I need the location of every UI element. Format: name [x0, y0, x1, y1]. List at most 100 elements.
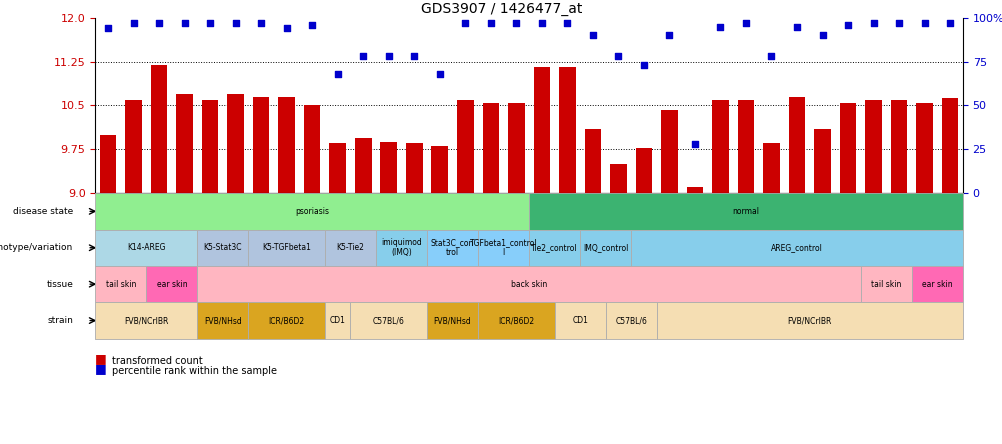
- Text: genotype/variation: genotype/variation: [0, 243, 73, 252]
- Point: [559, 20, 575, 27]
- Point: [227, 20, 243, 27]
- Point: [814, 32, 830, 39]
- Point: [151, 20, 167, 27]
- Bar: [865, 99, 881, 193]
- Point: [406, 53, 422, 60]
- Point: [941, 20, 957, 27]
- Text: back skin: back skin: [510, 280, 547, 289]
- Point: [789, 23, 805, 30]
- Point: [508, 20, 524, 27]
- Point: [482, 20, 498, 27]
- Text: imiquimod
(IMQ): imiquimod (IMQ): [381, 238, 422, 258]
- Bar: [253, 97, 270, 193]
- Text: FVB/NCrIBR: FVB/NCrIBR: [787, 316, 831, 325]
- Point: [763, 53, 779, 60]
- Point: [176, 20, 192, 27]
- Bar: [609, 164, 626, 193]
- Bar: [533, 67, 549, 193]
- Bar: [150, 64, 167, 193]
- Point: [125, 20, 141, 27]
- Text: CD1: CD1: [571, 316, 587, 325]
- Bar: [941, 99, 958, 193]
- Point: [330, 70, 346, 77]
- Point: [840, 21, 856, 28]
- Bar: [176, 94, 192, 193]
- Bar: [788, 97, 805, 193]
- Bar: [711, 99, 728, 193]
- Text: GDS3907 / 1426477_at: GDS3907 / 1426477_at: [421, 2, 581, 16]
- Bar: [584, 129, 600, 193]
- Text: ICR/B6D2: ICR/B6D2: [269, 316, 305, 325]
- Text: percentile rank within the sample: percentile rank within the sample: [112, 366, 278, 376]
- Text: K14-AREG: K14-AREG: [127, 243, 165, 252]
- Text: strain: strain: [47, 316, 73, 325]
- Bar: [558, 67, 575, 193]
- Point: [686, 140, 702, 147]
- Point: [610, 53, 626, 60]
- Bar: [99, 135, 116, 193]
- Point: [431, 70, 447, 77]
- Bar: [508, 103, 524, 193]
- Bar: [635, 147, 651, 193]
- Text: C57BL/6: C57BL/6: [373, 316, 404, 325]
- Bar: [201, 99, 218, 193]
- Bar: [380, 142, 397, 193]
- Text: tail skin: tail skin: [871, 280, 901, 289]
- Text: C57BL/6: C57BL/6: [614, 316, 646, 325]
- Text: tail skin: tail skin: [105, 280, 136, 289]
- Text: ■: ■: [95, 362, 107, 375]
- Text: IMQ_control: IMQ_control: [582, 243, 627, 252]
- Bar: [304, 106, 321, 193]
- Point: [304, 21, 320, 28]
- Point: [737, 20, 754, 27]
- Bar: [431, 147, 448, 193]
- Bar: [329, 143, 346, 193]
- Text: tissue: tissue: [46, 280, 73, 289]
- Bar: [814, 129, 830, 193]
- Point: [660, 32, 676, 39]
- Bar: [763, 143, 779, 193]
- Point: [916, 20, 932, 27]
- Text: CD1: CD1: [330, 316, 346, 325]
- Bar: [890, 99, 907, 193]
- Text: transformed count: transformed count: [112, 356, 202, 366]
- Text: ear skin: ear skin: [156, 280, 187, 289]
- Point: [635, 62, 651, 69]
- Point: [865, 20, 881, 27]
- Bar: [482, 103, 499, 193]
- Text: disease state: disease state: [13, 207, 73, 216]
- Text: K5-Stat3C: K5-Stat3C: [203, 243, 241, 252]
- Text: Stat3C_con
trol: Stat3C_con trol: [431, 238, 474, 258]
- Text: TGFbeta1_control
l: TGFbeta1_control l: [469, 238, 537, 258]
- Text: FVB/NHsd: FVB/NHsd: [433, 316, 471, 325]
- Point: [253, 20, 269, 27]
- Bar: [457, 99, 473, 193]
- Point: [100, 25, 116, 32]
- Point: [533, 20, 549, 27]
- Bar: [839, 103, 856, 193]
- Text: AREG_control: AREG_control: [771, 243, 822, 252]
- Point: [890, 20, 906, 27]
- Point: [355, 53, 371, 60]
- Text: ICR/B6D2: ICR/B6D2: [498, 316, 534, 325]
- Point: [584, 32, 600, 39]
- Text: Tie2_control: Tie2_control: [531, 243, 577, 252]
- Text: FVB/NHsd: FVB/NHsd: [203, 316, 241, 325]
- Text: ear skin: ear skin: [921, 280, 952, 289]
- Point: [201, 20, 217, 27]
- Bar: [406, 143, 422, 193]
- Bar: [125, 99, 141, 193]
- Text: K5-TGFbeta1: K5-TGFbeta1: [262, 243, 311, 252]
- Bar: [660, 110, 677, 193]
- Text: K5-Tie2: K5-Tie2: [337, 243, 364, 252]
- Bar: [355, 138, 371, 193]
- Bar: [916, 103, 932, 193]
- Bar: [279, 97, 295, 193]
- Point: [381, 53, 397, 60]
- Text: FVB/NCrIBR: FVB/NCrIBR: [124, 316, 168, 325]
- Text: ■: ■: [95, 352, 107, 365]
- Bar: [227, 94, 243, 193]
- Text: psoriasis: psoriasis: [295, 207, 329, 216]
- Point: [711, 23, 727, 30]
- Bar: [686, 187, 702, 193]
